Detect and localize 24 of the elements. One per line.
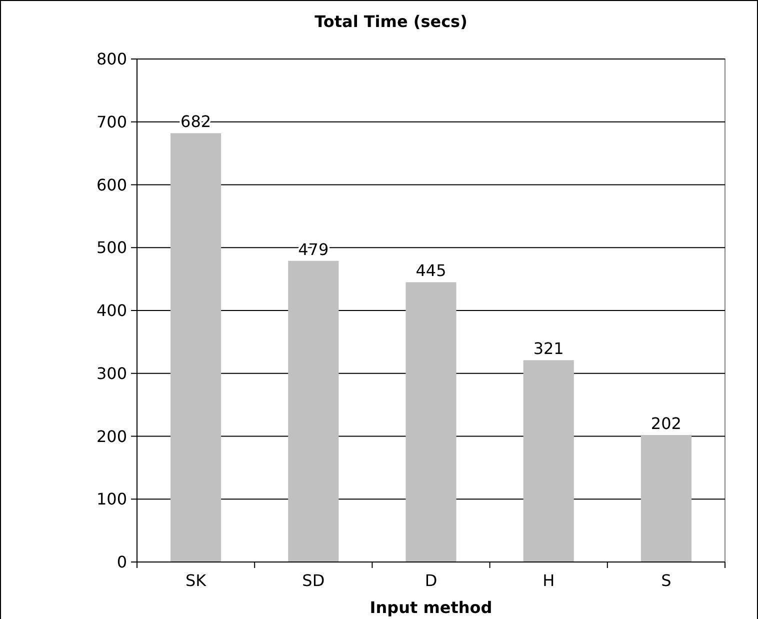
data-label: 445	[416, 261, 446, 280]
x-tick-label: SD	[302, 571, 325, 590]
y-tick-label: 100	[96, 490, 127, 509]
y-tick-label: 600	[96, 175, 127, 194]
y-tick-label: 200	[96, 426, 127, 446]
x-tick-label: D	[424, 571, 438, 590]
x-tick-label: SK	[185, 571, 207, 590]
y-tick-label: 800	[96, 50, 127, 69]
bar	[170, 133, 222, 562]
bar	[640, 434, 692, 562]
data-label: 321	[533, 339, 564, 358]
bar	[523, 360, 574, 562]
y-tick-label: 300	[96, 364, 127, 383]
x-tick-label: S	[661, 571, 672, 590]
chart-title: Total Time (secs)	[314, 12, 468, 31]
bar	[288, 260, 339, 562]
y-tick-label: 500	[96, 238, 127, 258]
y-tick-label: 700	[96, 112, 127, 132]
x-tick-label: H	[542, 571, 555, 590]
y-tick-label: 0	[116, 552, 127, 572]
x-axis-title: Input method	[370, 598, 492, 617]
bar	[406, 282, 456, 562]
y-tick-label: 400	[96, 301, 127, 320]
data-label: 202	[650, 414, 682, 433]
